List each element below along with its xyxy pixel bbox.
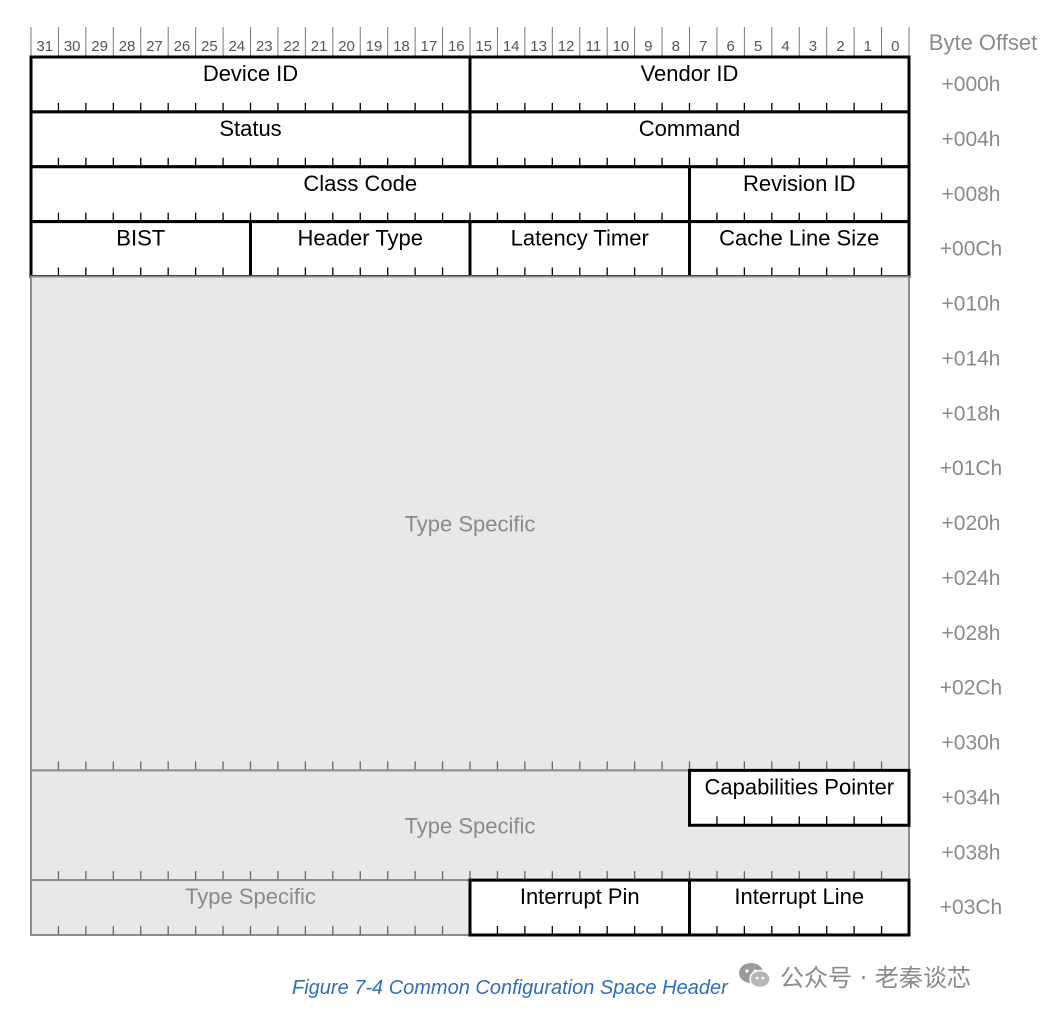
bit-number-label: 29 <box>91 38 108 55</box>
bit-number-label: 21 <box>311 38 328 55</box>
field-label: Status <box>219 116 281 141</box>
wechat-icon <box>739 962 771 988</box>
field-box <box>30 275 910 772</box>
register-field: Interrupt Pin <box>468 878 691 937</box>
bit-number-label: 7 <box>699 38 707 55</box>
field-box <box>688 220 911 278</box>
bit-number-label: 23 <box>256 38 273 55</box>
byte-offset-title: Byte Offset <box>929 30 1037 55</box>
bit-number-label: 5 <box>754 38 762 55</box>
byte-offset-label: +034h <box>942 786 1001 809</box>
bit-number-label: 9 <box>644 38 652 55</box>
field-box <box>29 110 472 169</box>
field-label: Latency Timer <box>511 226 649 251</box>
field-box <box>688 878 911 937</box>
bit-number-label: 6 <box>726 38 734 55</box>
bit-number-label: 3 <box>809 38 817 55</box>
bit-number-label: 30 <box>64 38 81 55</box>
register-field: Status <box>29 110 472 169</box>
bit-number-label: 10 <box>613 38 630 55</box>
byte-offset-label: +01Ch <box>940 457 1002 480</box>
field-label: Type Specific <box>405 511 536 536</box>
field-label: Type Specific <box>405 813 536 838</box>
bit-number-header: 31 30 29 28 27 26 25 24 23 22 21 20 19 18 17 16 15 14 13 12… <box>30 27 910 57</box>
byte-offset-label: +008h <box>942 183 1001 206</box>
field-label: Class Code <box>303 171 417 196</box>
register-field: Class Code <box>29 165 691 224</box>
field-box <box>468 220 691 278</box>
field-label: Revision ID <box>743 171 855 196</box>
byte-offset-label: +028h <box>942 622 1001 645</box>
field-label: Type Specific <box>185 884 316 909</box>
byte-offset-label: +03Ch <box>940 896 1002 919</box>
field-box <box>468 110 911 169</box>
bit-number-label: 24 <box>228 38 245 55</box>
bit-number-label: 26 <box>174 38 191 55</box>
bit-number-label: 16 <box>448 38 465 55</box>
register-field: Vendor ID <box>468 55 911 114</box>
byte-offset-label: +00Ch <box>940 238 1002 261</box>
bit-number-label: 28 <box>119 38 136 55</box>
bit-number-label: 14 <box>503 38 520 55</box>
bit-number-label: 17 <box>421 38 438 55</box>
bit-number-label: 0 <box>891 38 899 55</box>
field-box <box>29 165 691 224</box>
byte-offset-label: +010h <box>942 293 1001 316</box>
bit-number-label: 31 <box>36 38 53 55</box>
byte-offset-label: +020h <box>942 512 1001 535</box>
register-field: Interrupt Line <box>688 878 911 937</box>
watermark-text: 公众号 · 老秦谈芯 <box>780 964 971 992</box>
field-label: Interrupt Pin <box>520 884 640 909</box>
bit-number-label: 20 <box>338 38 355 55</box>
register-field: Latency Timer <box>468 220 691 278</box>
byte-offset-label: +030h <box>942 732 1001 755</box>
bit-number-label: 4 <box>781 38 789 55</box>
bit-number-label: 13 <box>530 38 547 55</box>
bit-number-label: 1 <box>864 38 872 55</box>
bit-number-label: 12 <box>558 38 575 55</box>
register-field: Capabilities Pointer <box>688 768 911 827</box>
field-label: Header Type <box>297 226 423 251</box>
field-label: Device ID <box>203 61 298 86</box>
bit-number-label: 22 <box>283 38 300 55</box>
field-box <box>468 878 691 937</box>
watermark: 公众号 · 老秦谈芯 <box>738 958 971 993</box>
bit-number-label: 18 <box>393 38 410 55</box>
register-field: BIST <box>29 220 252 278</box>
bit-number-label: 8 <box>672 38 680 55</box>
field-label: Interrupt Line <box>734 884 864 909</box>
field-label: Command <box>639 116 740 141</box>
register-table: Device ID Vendor ID Status Command Class Cod… <box>29 55 911 937</box>
register-field: Revision ID <box>688 165 911 224</box>
register-field: Device ID <box>29 55 472 114</box>
figure-caption: Figure 7-4 Common Configuration Space He… <box>292 977 728 999</box>
byte-offset-label: +000h <box>942 73 1001 96</box>
field-label: Capabilities Pointer <box>704 774 894 799</box>
bit-number-label: 27 <box>146 38 163 55</box>
byte-offset-label: +014h <box>942 347 1001 370</box>
byte-offset-label: +004h <box>942 128 1001 151</box>
byte-offset-label: +038h <box>942 841 1001 864</box>
bit-number-label: 2 <box>836 38 844 55</box>
field-box <box>30 879 471 936</box>
register-field: Command <box>468 110 911 169</box>
bit-number-label: 11 <box>586 38 602 55</box>
field-label: Cache Line Size <box>719 226 879 251</box>
bit-number-label: 25 <box>201 38 218 55</box>
type-specific-field: Type Specific <box>30 275 910 772</box>
field-label: BIST <box>116 226 165 251</box>
byte-offset-label: +02Ch <box>940 677 1002 700</box>
register-field: Cache Line Size <box>688 220 911 278</box>
byte-offset-column: +000h +004h +008h +00Ch +010h +014h +018h +01Ch… <box>940 73 1002 919</box>
byte-offset-label: +024h <box>942 567 1001 590</box>
bit-number-label: 15 <box>475 38 492 55</box>
field-box <box>468 55 911 114</box>
bit-number-label: 19 <box>366 38 383 55</box>
type-specific-field: Type Specific <box>30 879 471 936</box>
register-field: Header Type <box>249 220 472 278</box>
byte-offset-label: +018h <box>942 402 1001 425</box>
field-label: Vendor ID <box>641 61 739 86</box>
